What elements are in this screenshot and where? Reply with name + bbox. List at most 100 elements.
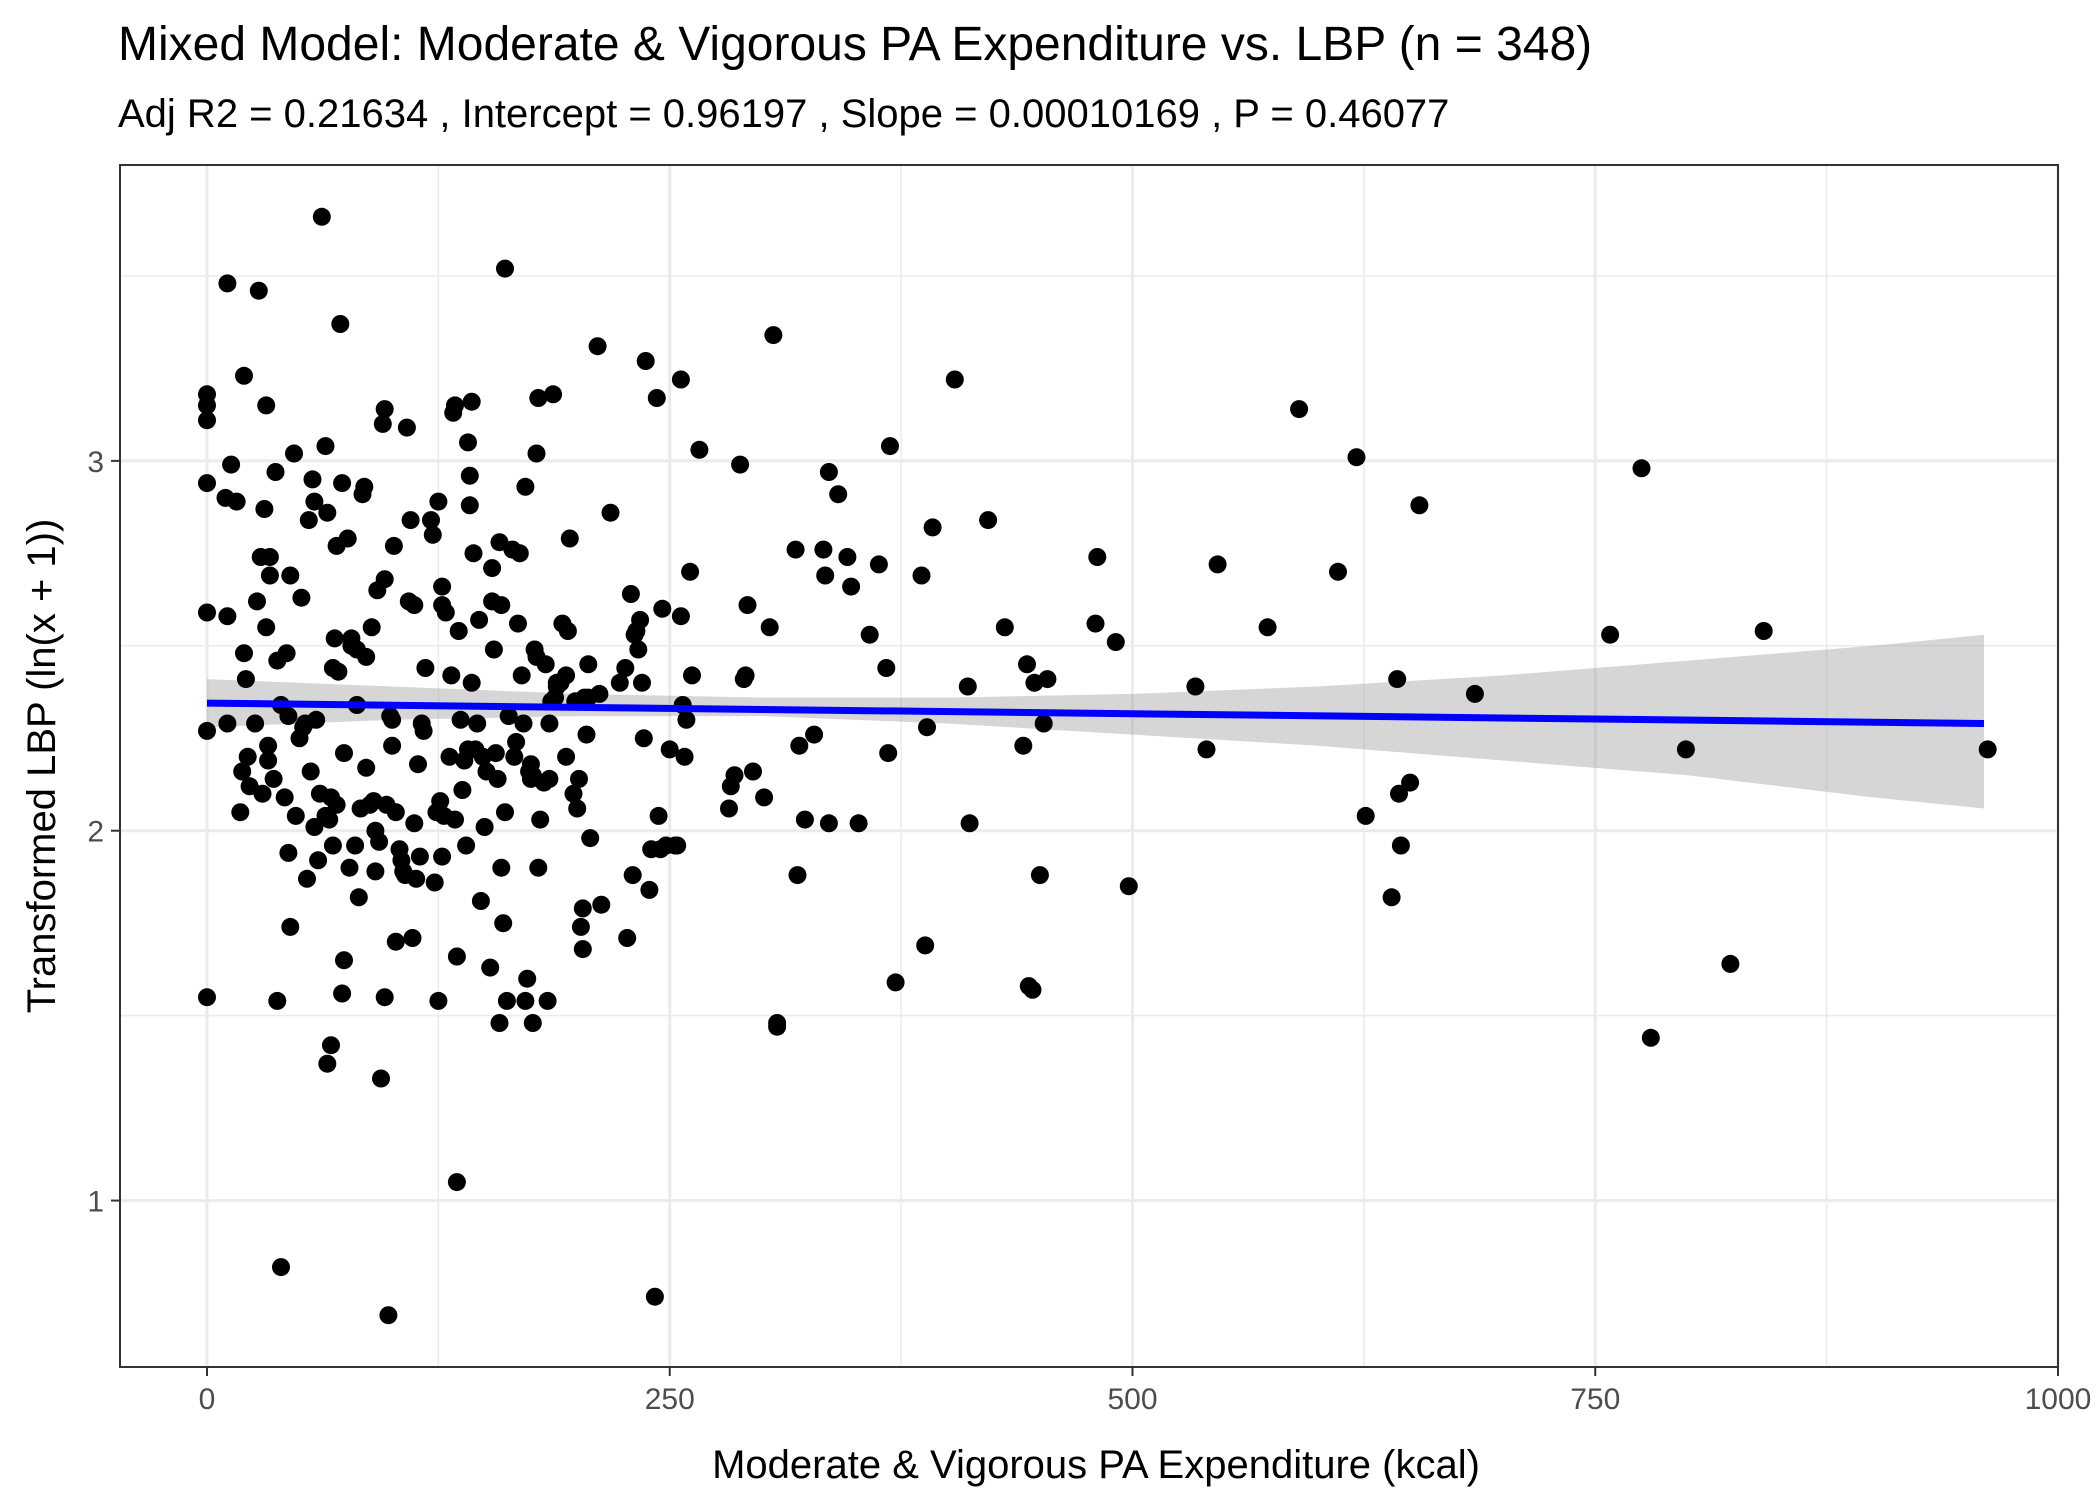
data-point: [259, 736, 278, 755]
y-tick-label: 1: [87, 1186, 104, 1219]
data-point: [1391, 836, 1410, 855]
data-point: [507, 733, 526, 751]
data-point: [238, 747, 257, 766]
regression-line: [206, 699, 1984, 727]
data-point: [286, 806, 305, 825]
data-point: [579, 655, 598, 674]
data-point: [423, 525, 442, 544]
data-point: [1106, 633, 1125, 652]
data-point: [849, 814, 868, 833]
data-point: [490, 1014, 509, 1032]
chart-title: Mixed Model: Moderate & Vigorous PA Expe…: [118, 18, 1592, 71]
y-tick-label: 2: [87, 816, 104, 849]
x-tick-label: 0: [199, 1383, 216, 1416]
data-point: [338, 529, 357, 548]
plot-panel: [119, 164, 2060, 1368]
data-point: [257, 396, 276, 415]
data-point: [442, 666, 461, 685]
panel-background: [120, 165, 2058, 1367]
data-point: [329, 662, 348, 681]
data-point: [405, 814, 424, 833]
data-point: [318, 503, 337, 522]
data-point: [453, 781, 472, 799]
data-point: [425, 873, 444, 892]
data-point: [531, 810, 550, 829]
data-point: [819, 814, 838, 833]
data-point: [460, 496, 479, 515]
data-point: [960, 814, 979, 833]
data-point: [1347, 448, 1366, 467]
data-point: [375, 570, 394, 589]
data-point: [621, 585, 640, 603]
data-point: [869, 555, 888, 574]
data-point: [298, 869, 316, 888]
data-point: [236, 670, 255, 689]
data-point: [488, 769, 507, 788]
data-point: [731, 455, 750, 474]
data-point: [429, 492, 448, 511]
data-point: [322, 1036, 340, 1055]
data-point: [1382, 888, 1401, 907]
data-point: [333, 474, 352, 493]
data-point: [303, 470, 322, 489]
data-point: [227, 492, 246, 511]
data-point: [788, 866, 807, 885]
data-point: [305, 818, 324, 836]
data-point: [618, 929, 637, 947]
data-point: [814, 540, 833, 559]
data-point: [384, 536, 403, 555]
data-point: [198, 474, 216, 493]
data-point: [538, 991, 557, 1010]
data-point: [514, 714, 533, 733]
data-point: [475, 818, 494, 836]
data-point: [279, 843, 298, 862]
data-point: [231, 803, 250, 822]
data-point: [299, 511, 318, 530]
data-point: [222, 455, 241, 474]
data-point: [281, 566, 300, 585]
data-point: [362, 618, 381, 637]
data-point: [601, 503, 620, 522]
panel-border: [119, 164, 2059, 1368]
data-point: [790, 736, 809, 755]
data-point: [881, 437, 899, 456]
data-point: [540, 769, 559, 788]
data-point: [588, 337, 607, 356]
data-point: [320, 810, 339, 829]
data-point: [383, 736, 402, 755]
data-point: [1197, 740, 1216, 759]
data-point: [198, 603, 216, 622]
data-point: [816, 566, 835, 585]
data-point: [1410, 496, 1429, 515]
data-point: [760, 618, 779, 637]
data-point: [912, 566, 931, 585]
data-point: [1641, 1028, 1660, 1047]
data-point: [499, 707, 518, 726]
data-point: [560, 529, 579, 548]
data-point: [690, 440, 709, 459]
data-point: [540, 714, 559, 733]
data-point: [536, 655, 555, 674]
data-point: [481, 958, 500, 977]
data-point: [558, 622, 577, 640]
data-point: [449, 622, 468, 640]
data-point: [414, 721, 433, 740]
data-point: [327, 795, 346, 814]
data-point: [510, 544, 529, 563]
x-axis-title: Moderate & Vigorous PA Expenditure (kcal…: [712, 1443, 1480, 1487]
data-point: [470, 610, 489, 629]
data-point: [357, 647, 376, 666]
data-point: [496, 803, 514, 822]
data-point: [259, 751, 278, 770]
data-point: [462, 392, 481, 411]
data-point: [373, 414, 392, 433]
data-point: [198, 396, 216, 415]
data-point: [671, 370, 690, 389]
data-point: [483, 559, 502, 578]
data-point: [316, 437, 335, 456]
data-point: [397, 418, 416, 437]
data-point: [512, 666, 531, 685]
data-point: [218, 274, 237, 293]
data-point: [649, 806, 668, 825]
data-point: [198, 721, 216, 740]
